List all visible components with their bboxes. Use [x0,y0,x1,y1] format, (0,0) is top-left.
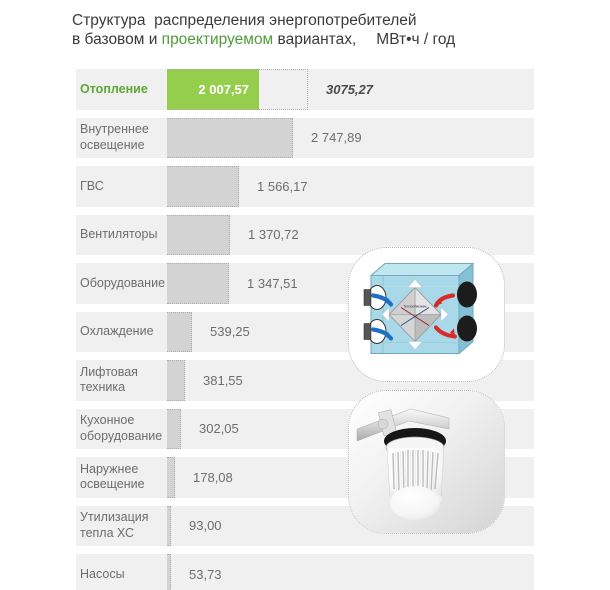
svg-text:Теплообменник: Теплообменник [403,305,427,309]
